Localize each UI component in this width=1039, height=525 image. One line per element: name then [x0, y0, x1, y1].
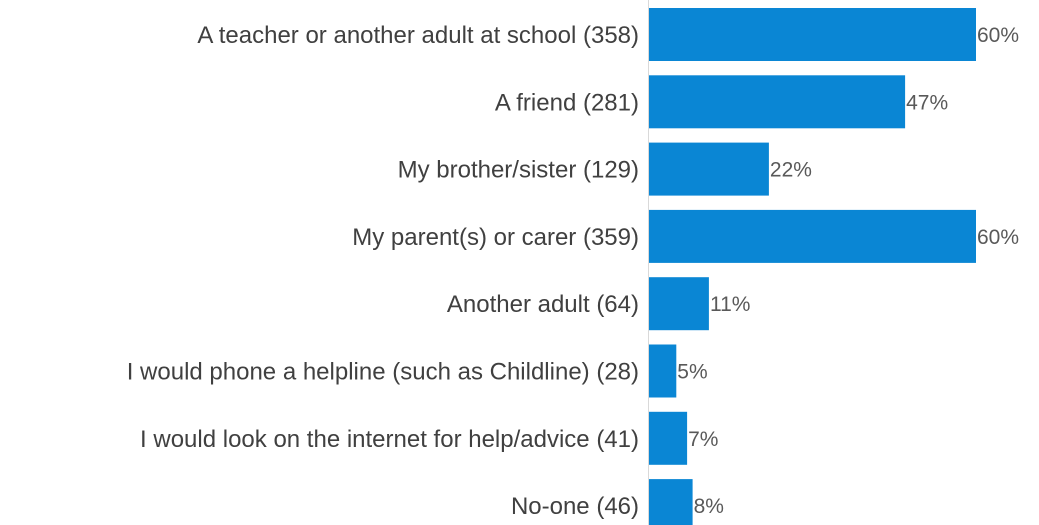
bar: [649, 8, 976, 61]
value-label: 47%: [906, 91, 948, 114]
value-label: 60%: [977, 24, 1019, 47]
bar: [649, 411, 688, 465]
bar: [649, 479, 693, 525]
value-label: 5%: [677, 361, 707, 384]
category-label: My parent(s) or carer (359): [352, 224, 639, 251]
bar: [649, 142, 769, 196]
bar: [649, 75, 906, 129]
value-label: 11%: [710, 293, 750, 316]
category-label: Another adult (64): [447, 291, 639, 318]
value-label: 22%: [770, 159, 812, 182]
category-label: I would phone a helpline (such as Childl…: [127, 359, 639, 386]
bar: [649, 344, 677, 398]
value-label: 7%: [688, 428, 718, 451]
category-label: I would look on the internet for help/ad…: [140, 426, 639, 453]
value-label: 8%: [694, 495, 724, 518]
category-label: A teacher or another adult at school (35…: [197, 22, 639, 49]
category-label: No-one (46): [511, 493, 639, 520]
bar: [649, 277, 709, 331]
category-label: A friend (281): [495, 89, 639, 116]
value-label: 60%: [977, 226, 1019, 249]
bar: [649, 209, 976, 263]
category-label: My brother/sister (129): [398, 157, 639, 184]
